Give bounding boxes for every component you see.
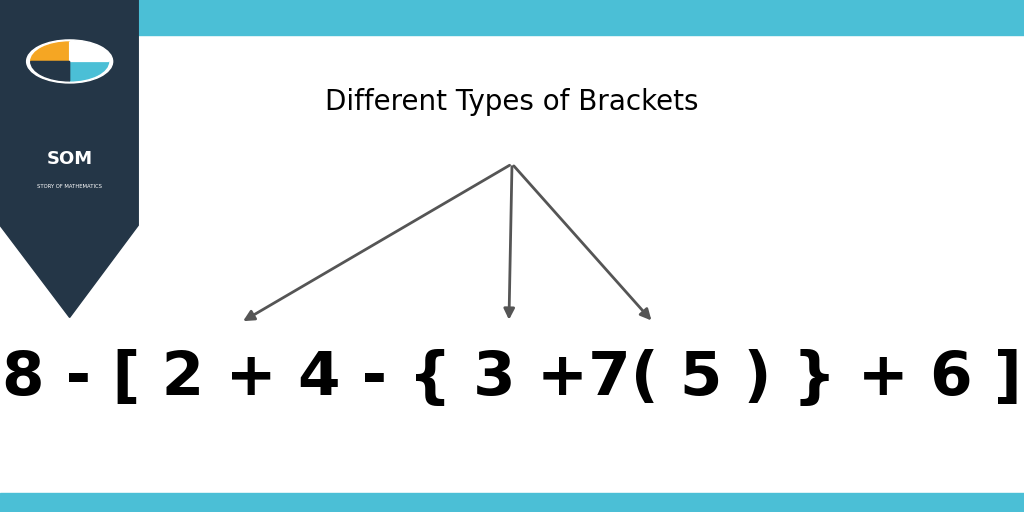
Wedge shape: [31, 61, 70, 81]
Circle shape: [27, 40, 113, 83]
Text: 8 - [ 2 + 4 - { 3 +7( 5 ) } + 6 ]: 8 - [ 2 + 4 - { 3 +7( 5 ) } + 6 ]: [2, 349, 1022, 409]
Wedge shape: [70, 61, 109, 81]
Wedge shape: [31, 42, 70, 61]
Polygon shape: [0, 0, 138, 317]
Text: SOM: SOM: [46, 150, 93, 168]
Bar: [0, 0, 1024, 35]
Wedge shape: [70, 42, 109, 61]
Bar: [0, 493, 1024, 512]
Text: STORY OF MATHEMATICS: STORY OF MATHEMATICS: [37, 184, 102, 189]
Text: Different Types of Brackets: Different Types of Brackets: [326, 89, 698, 116]
